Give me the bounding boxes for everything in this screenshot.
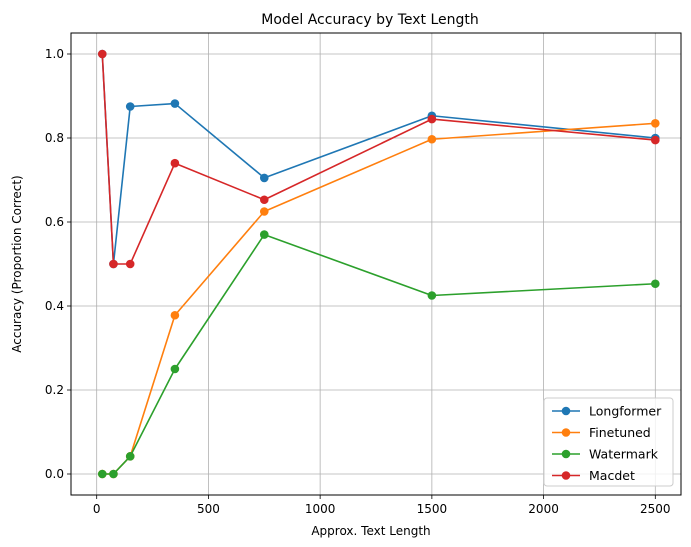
data-point-finetuned (427, 134, 437, 144)
y-tick-label: 0.0 (45, 467, 64, 481)
x-axis-ticks: 0 500 1000 1500 2000 2500 (93, 495, 671, 516)
x-tick-label: 2000 (528, 502, 559, 516)
legend-box (543, 397, 674, 487)
data-point-longformer (170, 99, 180, 108)
y-tick-label: 1.0 (45, 47, 64, 61)
y-tick-label: 0.6 (45, 215, 64, 229)
data-point-macdet (427, 114, 437, 124)
data-point-finetuned (259, 207, 269, 216)
legend-marker-longformer (561, 406, 571, 416)
data-point-longformer (125, 102, 135, 111)
data-point-watermark (259, 230, 269, 239)
legend-label-finetuned: Finetuned (589, 425, 651, 440)
data-point-macdet (125, 259, 135, 269)
y-tick-label: 0.2 (45, 383, 64, 397)
data-point-macdet (97, 49, 107, 59)
x-axis-label: Approx. Text Length (311, 524, 430, 538)
x-tick-label: 1000 (305, 502, 336, 516)
grid (71, 33, 681, 495)
y-axis-label: Accuracy (Proportion Correct) (10, 175, 24, 353)
data-point-finetuned (170, 310, 180, 320)
chart-title: Model Accuracy by Text Length (261, 12, 479, 28)
x-tick-label: 0 (93, 502, 101, 516)
legend-label-longformer: Longformer (589, 404, 662, 419)
y-tick-label: 0.8 (45, 131, 64, 145)
series-longformer (97, 49, 660, 269)
legend-label-watermark: Watermark (589, 447, 659, 462)
legend-marker-finetuned (561, 428, 571, 437)
data-point-watermark (109, 469, 118, 479)
data-point-watermark (427, 291, 437, 300)
series-watermark (97, 230, 660, 479)
legend-marker-macdet (561, 471, 571, 480)
plot-frame (70, 32, 682, 496)
x-tick-label: 2500 (640, 502, 671, 516)
data-point-finetuned (651, 119, 660, 128)
data-point-macdet (170, 158, 180, 168)
data-point-longformer (259, 173, 269, 183)
legend-label-macdet: Macdet (589, 468, 635, 483)
data-point-macdet (259, 195, 269, 205)
x-tick-label: 500 (197, 502, 220, 516)
data-point-macdet (109, 259, 118, 269)
legend-marker-watermark (561, 449, 571, 459)
series-layer (97, 49, 660, 479)
legend: Longformer Finetuned Watermark Macdet (543, 397, 674, 487)
y-axis-ticks: 0.0 0.2 0.4 0.6 0.8 1.0 (45, 47, 71, 481)
x-tick-label: 1500 (417, 502, 448, 516)
data-point-watermark (170, 364, 180, 374)
series-macdet (97, 49, 660, 269)
data-point-watermark (651, 279, 660, 289)
data-point-macdet (651, 135, 660, 145)
series-line-longformer (101, 53, 656, 265)
data-point-watermark (125, 452, 135, 461)
data-point-watermark (97, 469, 107, 479)
y-tick-label: 0.4 (45, 299, 64, 313)
series-line-macdet (101, 53, 656, 265)
